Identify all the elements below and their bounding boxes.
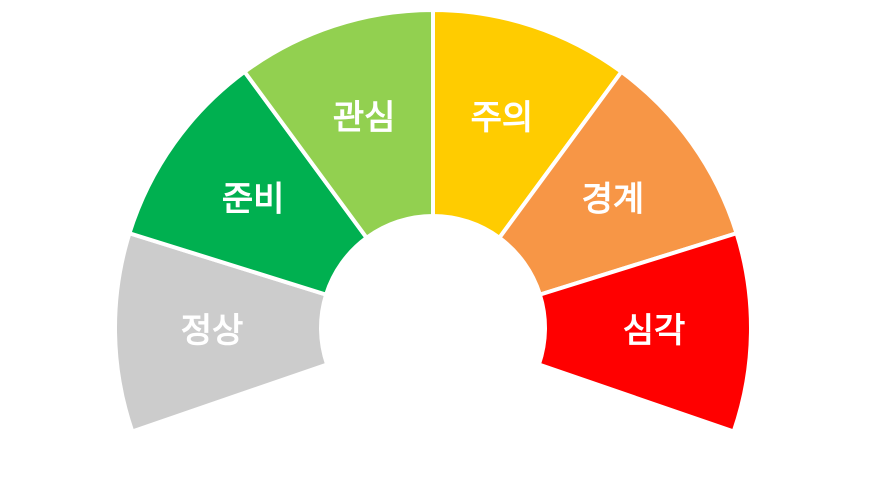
- gauge-label-ready: 준비: [222, 180, 285, 220]
- gauge-segment-alert: [497, 69, 739, 297]
- gauge-label-alert: 경계: [582, 180, 645, 220]
- gauge-segment-caution: [431, 8, 624, 240]
- gauge-label-normal: 정상: [181, 311, 244, 351]
- gauge-segment-interest: [242, 8, 435, 240]
- gauge-label-serious: 심각: [623, 311, 686, 351]
- gauge-label-caution: 주의: [471, 98, 534, 138]
- gauge-segment-ready: [127, 69, 369, 297]
- gauge-segments: [113, 8, 753, 434]
- gauge-label-interest: 관심: [333, 98, 396, 138]
- gauge-segment-normal: [113, 231, 330, 434]
- gauge-segment-serious: [536, 231, 753, 434]
